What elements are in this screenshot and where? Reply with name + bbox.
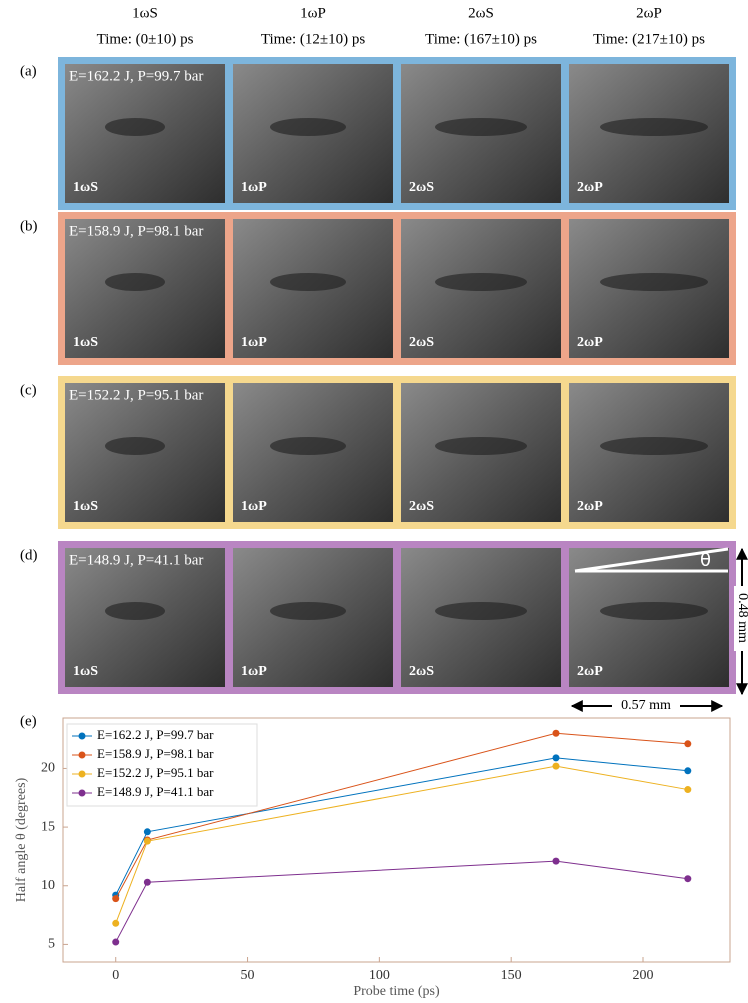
column-time: Time: (217±10) ps: [593, 31, 705, 47]
data-point: [552, 857, 560, 865]
legend-marker: [78, 770, 86, 778]
panel-tag: 1ωS: [73, 664, 98, 679]
x-tick-label: 150: [501, 968, 522, 983]
panel-params: E=152.2 J, P=95.1 bar: [69, 387, 203, 403]
y-tick-label: 5: [48, 937, 55, 952]
angle-line: [574, 547, 729, 573]
angle-symbol: θ: [700, 550, 711, 571]
data-point: [552, 762, 560, 770]
column-name: 1ωP: [300, 5, 326, 21]
legend-label: E=148.9 J, P=41.1 bar: [97, 784, 214, 799]
image-feature: [105, 273, 165, 291]
x-tick-label: 100: [369, 968, 390, 983]
image-feature: [600, 602, 708, 620]
series-line: [115, 757, 688, 896]
column-time: Time: (12±10) ps: [261, 31, 366, 47]
image-feature: [270, 437, 346, 455]
row-label: (d): [20, 547, 38, 563]
image-feature: [105, 602, 165, 620]
image-feature: [270, 273, 346, 291]
row-label: (b): [20, 218, 38, 234]
panel-tag: 1ωP: [241, 335, 267, 350]
y-tick-label: 10: [41, 878, 55, 893]
height-label-bg: [734, 586, 748, 651]
y-tick-label: 20: [41, 761, 55, 776]
x-tick-label: 50: [241, 968, 255, 983]
series-line: [115, 732, 688, 899]
image-feature: [270, 602, 346, 620]
data-point: [552, 729, 560, 737]
column-time: Time: (167±10) ps: [425, 31, 537, 47]
data-point: [552, 754, 560, 762]
height-label: 0.48 mm: [735, 593, 748, 643]
panel-params: E=158.9 J, P=98.1 bar: [69, 223, 203, 239]
y-tick-label: 15: [41, 819, 55, 834]
panel-tag: 1ωP: [241, 664, 267, 679]
width-label-bg: [612, 698, 680, 714]
legend-label: E=162.2 J, P=99.7 bar: [97, 727, 214, 742]
image-feature: [435, 118, 527, 136]
column-name: 2ωP: [636, 5, 662, 21]
series-line: [115, 860, 688, 943]
panel-tag: 1ωP: [241, 180, 267, 195]
chart-title: (e): [20, 713, 37, 729]
data-point: [684, 740, 692, 748]
column-name: 2ωS: [468, 5, 494, 21]
x-axis-label: Probe time (ps): [353, 984, 440, 999]
panel-tag: 2ωS: [409, 180, 434, 195]
image-feature: [105, 118, 165, 136]
data-point: [112, 919, 120, 927]
data-point: [112, 895, 120, 903]
series-line: [115, 765, 688, 924]
panel-tag: 1ωS: [73, 335, 98, 350]
x-tick-label: 200: [633, 968, 654, 983]
image-feature: [105, 437, 165, 455]
x-tick-label: 0: [112, 968, 119, 983]
panel-tag: 2ωS: [409, 664, 434, 679]
data-point: [143, 837, 151, 845]
data-point: [143, 878, 151, 886]
legend-box: [66, 723, 258, 807]
panel-tag: 2ωP: [577, 180, 603, 195]
legend-label: E=158.9 J, P=98.1 bar: [97, 746, 214, 761]
legend-marker: [78, 789, 86, 797]
data-point: [684, 875, 692, 883]
panel-tag: 1ωS: [73, 180, 98, 195]
row-label: (c): [20, 382, 37, 398]
data-point: [112, 938, 120, 946]
image-feature: [600, 273, 708, 291]
data-point: [684, 786, 692, 794]
panel-params: E=148.9 J, P=41.1 bar: [69, 552, 203, 568]
row-label: (a): [20, 63, 37, 79]
image-feature: [435, 437, 527, 455]
panel-params: E=162.2 J, P=99.7 bar: [69, 68, 203, 84]
width-label: 0.57 mm: [621, 698, 671, 713]
plot-frame: [62, 717, 731, 963]
panel-tag: 1ωP: [241, 499, 267, 514]
legend-label: E=152.2 J, P=95.1 bar: [97, 765, 214, 780]
legend-marker: [78, 732, 86, 740]
image-feature: [270, 118, 346, 136]
data-point: [143, 828, 151, 836]
column-name: 1ωS: [132, 5, 158, 21]
column-time: Time: (0±10) ps: [97, 31, 194, 47]
image-feature: [600, 118, 708, 136]
image-feature: [435, 602, 527, 620]
legend-marker: [78, 751, 86, 759]
y-axis-label: Half angle θ (degrees): [14, 777, 29, 902]
panel-tag: 2ωS: [409, 499, 434, 514]
image-feature: [435, 273, 527, 291]
panel-tag: 2ωS: [409, 335, 434, 350]
image-feature: [600, 437, 708, 455]
panel-tag: 2ωP: [577, 335, 603, 350]
data-point: [684, 767, 692, 775]
panel-tag: 1ωS: [73, 499, 98, 514]
panel-tag: 2ωP: [577, 499, 603, 514]
panel-tag: 2ωP: [577, 664, 603, 679]
